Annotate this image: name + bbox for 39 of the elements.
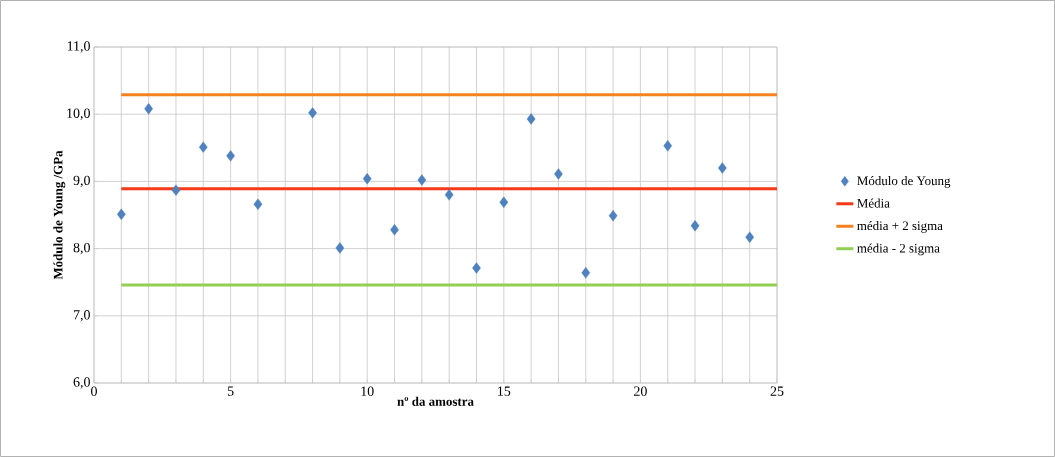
point bbox=[362, 173, 372, 185]
y-tick-label: 11,0 bbox=[67, 41, 90, 53]
y-tick-label: 9,0 bbox=[73, 175, 90, 188]
point bbox=[690, 220, 700, 232]
x-tick-label: 0 bbox=[91, 386, 97, 396]
point bbox=[663, 140, 673, 152]
point bbox=[144, 103, 153, 115]
y-tick-label: 6,0 bbox=[73, 377, 90, 389]
y-tick-label: 8,0 bbox=[73, 242, 90, 255]
x-tick-label: 15 bbox=[498, 386, 511, 396]
point bbox=[526, 113, 536, 125]
point bbox=[198, 141, 208, 153]
y-tick-label: 7,0 bbox=[73, 310, 90, 322]
point bbox=[308, 107, 317, 119]
point bbox=[581, 267, 591, 279]
x-tick-label: 20 bbox=[634, 386, 647, 396]
y-axis-title: Módulo de Young /GPa bbox=[53, 150, 66, 280]
legend-label: Módulo de Young bbox=[857, 176, 951, 188]
x-axis-title: nº da amostra bbox=[397, 396, 474, 406]
point bbox=[226, 150, 235, 162]
point bbox=[718, 162, 727, 174]
legend-label: Média bbox=[857, 198, 890, 208]
point bbox=[417, 174, 427, 186]
point bbox=[390, 224, 399, 236]
point bbox=[608, 209, 618, 222]
legend-label: média + 2 sigma bbox=[857, 221, 943, 233]
x-tick-label: 10 bbox=[361, 386, 374, 396]
x-tick-label: 25 bbox=[770, 386, 784, 396]
x-tick-label: 5 bbox=[227, 386, 234, 396]
point bbox=[499, 196, 509, 208]
y-tick-label: 10,0 bbox=[67, 108, 90, 120]
point bbox=[335, 242, 345, 254]
point bbox=[253, 198, 263, 210]
point bbox=[444, 189, 454, 201]
legend-label: média - 2 sigma bbox=[857, 243, 940, 256]
point bbox=[171, 184, 181, 196]
point bbox=[472, 262, 481, 274]
point bbox=[745, 231, 754, 243]
point bbox=[554, 168, 563, 180]
